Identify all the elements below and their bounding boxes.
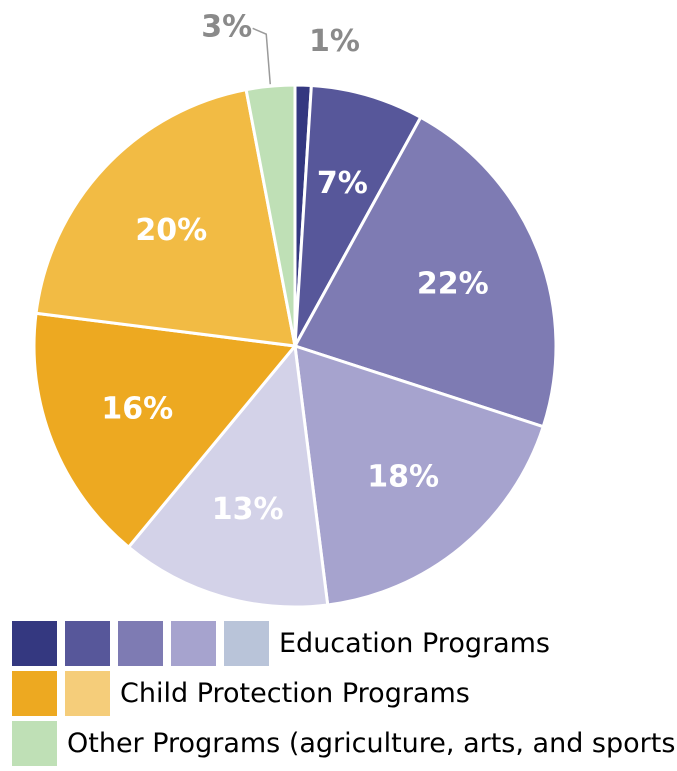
legend-label-education: Education Programs (279, 627, 550, 659)
pie-label-7: 3% (201, 9, 252, 44)
pie-label-6: 20% (135, 213, 207, 248)
legend-swatch-education-4 (171, 620, 216, 666)
pie-chart: 1% 7% 22% 18% 13% 16% 20% 3% (32, 9, 558, 609)
pie-leader-line-7 (252, 27, 271, 85)
pie-label-4: 13% (212, 492, 284, 527)
legend-item-education: Education Programs (12, 620, 672, 666)
legend-label-other: Other Programs (agriculture, arts, and s… (67, 727, 677, 759)
legend: Education Programs Child Protection Prog… (12, 620, 677, 770)
pie-slice-4 (126, 342, 330, 609)
pie-label-3: 18% (367, 460, 439, 495)
pie-slice-3 (293, 343, 546, 607)
pie-slice-5 (32, 311, 298, 550)
legend-swatch-other-1 (12, 720, 57, 766)
legend-item-other: Other Programs (agriculture, arts, and s… (12, 720, 677, 766)
legend-item-child-protection: Child Protection Programs (12, 670, 672, 716)
legend-swatch-education-3 (118, 620, 163, 666)
pie-label-5: 16% (101, 391, 173, 426)
pie-slice-7 (244, 83, 297, 347)
legend-swatch-education-1 (12, 620, 57, 666)
legend-swatch-education-5 (224, 620, 269, 666)
pie-slice-6 (34, 87, 297, 348)
legend-swatch-child-protection-2 (65, 670, 110, 716)
legend-label-child-protection: Child Protection Programs (120, 677, 470, 709)
legend-swatch-education-2 (65, 620, 110, 666)
legend-swatch-child-protection-1 (12, 670, 57, 716)
pie-label-1: 7% (317, 166, 368, 201)
pie-label-2: 22% (417, 267, 489, 302)
pie-slice-1 (293, 83, 423, 347)
pie-slice-2 (292, 115, 558, 429)
pie-label-0: 1% (309, 24, 360, 59)
